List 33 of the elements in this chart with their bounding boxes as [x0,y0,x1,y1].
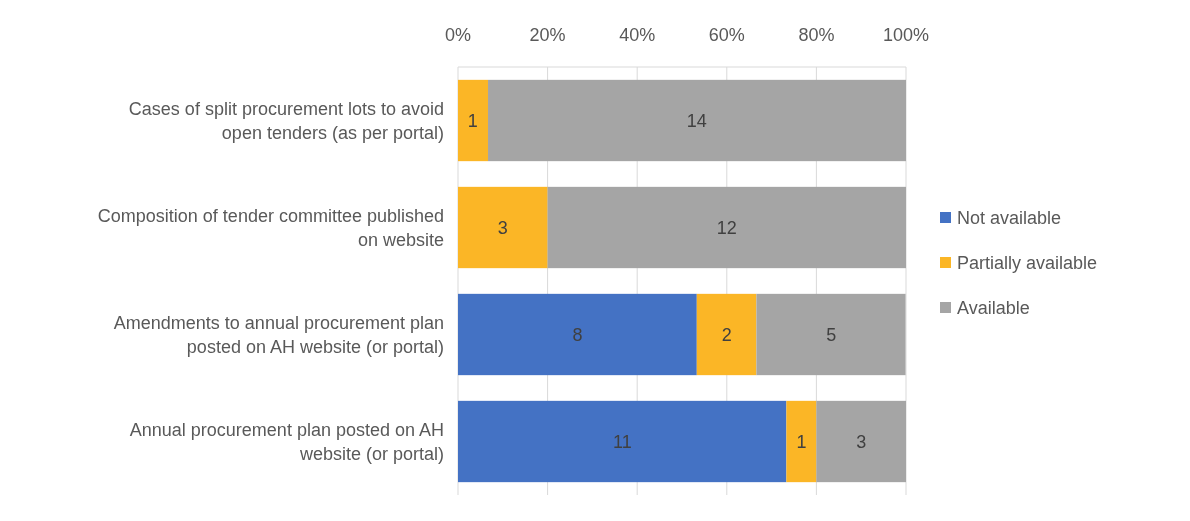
annotation: 2 [721,324,732,345]
bar [458,186,548,269]
annotation: 1 [796,431,807,452]
annotation: 1 [467,110,478,131]
annotation: 3 [856,431,867,452]
annotation: 3 [497,217,508,238]
bar [458,293,697,376]
x-tick-label: 40% [619,25,656,45]
annotation: 5 [826,324,837,345]
x-tick-label: 20% [529,25,566,45]
annotation: 14 [686,110,707,131]
y-tick-label: Annual procurement plan posted on AH website (or portal) [129,419,444,464]
annotation: 11 [613,431,632,452]
x-tick-label: 80% [798,25,835,45]
bar [458,400,787,483]
x-tick-label: 100% [882,25,930,45]
y-tick-label: Cases of split procurement lots to avoid open tenders (as per portal) [128,98,444,143]
bar [488,79,906,162]
y-tick-label: Composition of tender committee published on website [97,205,444,250]
bar [756,293,906,376]
legend-label: Not available [957,208,1062,228]
bar [458,79,489,162]
annotation: 8 [572,324,583,345]
annotation: 12 [716,217,737,238]
legend-label: Available [957,298,1030,318]
x-tick-label: 0% [444,25,472,45]
bar [786,400,817,483]
bar [547,186,906,269]
bar [816,400,906,483]
x-tick-label: 60% [708,25,745,45]
y-tick-label: Amendments to annual procurement plan posted on AH website (or portal) [113,312,444,357]
legend-label: Partially available [957,253,1098,273]
bar [696,293,757,376]
